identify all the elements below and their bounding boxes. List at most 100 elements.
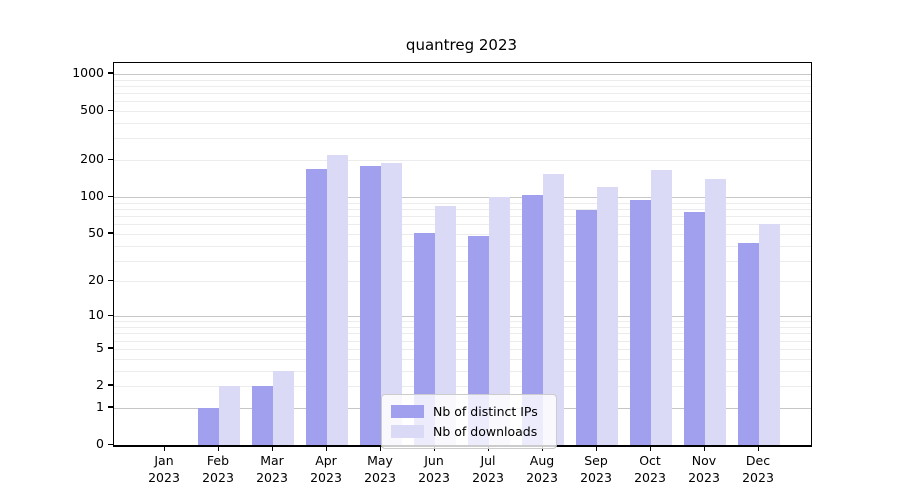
bar-mar-distinct-ips bbox=[252, 386, 273, 445]
x-tick-mark-apr bbox=[325, 446, 327, 451]
bar-oct-distinct-ips bbox=[630, 199, 651, 445]
gridline-4 bbox=[114, 358, 811, 360]
gridline-5 bbox=[114, 348, 811, 350]
bar-jun-distinct-ips bbox=[414, 232, 435, 445]
x-tick-label-oct: Oct 2023 bbox=[634, 453, 666, 485]
y-tick-label-200: 200 bbox=[80, 151, 104, 167]
bar-nov-downloads bbox=[705, 179, 726, 445]
y-tick-mark-0 bbox=[108, 443, 113, 445]
x-tick-mark-dec bbox=[757, 446, 759, 451]
bar-jun-downloads bbox=[435, 206, 456, 445]
y-tick-label-10: 10 bbox=[88, 307, 104, 323]
bar-apr-downloads bbox=[327, 155, 348, 445]
x-tick-label-mar: Mar 2023 bbox=[256, 453, 288, 485]
y-tick-label-0: 0 bbox=[96, 436, 104, 451]
x-tick-label-dec: Dec 2023 bbox=[742, 453, 774, 485]
x-tick-mark-sep bbox=[595, 446, 597, 451]
bar-may-downloads bbox=[381, 162, 402, 445]
legend-swatch-downloads-icon bbox=[391, 424, 424, 438]
gridline-50 bbox=[114, 233, 811, 235]
gridline-200 bbox=[114, 160, 811, 162]
x-tick-mark-feb bbox=[217, 446, 219, 451]
y-tick-mark-5 bbox=[108, 347, 113, 349]
bar-sep-downloads bbox=[597, 187, 618, 445]
y-tick-mark-1000 bbox=[108, 72, 113, 74]
x-tick-label-aug: Aug 2023 bbox=[526, 453, 558, 485]
y-tick-label-500: 500 bbox=[80, 102, 104, 118]
legend-swatch-distinct-ips-icon bbox=[391, 404, 424, 418]
bar-jul-distinct-ips bbox=[468, 235, 489, 445]
y-tick-label-2: 2 bbox=[96, 376, 104, 392]
x-tick-label-jul: Jul 2023 bbox=[472, 453, 504, 485]
x-tick-label-apr: Apr 2023 bbox=[310, 453, 342, 485]
gridline-6 bbox=[114, 340, 811, 342]
bar-feb-downloads bbox=[219, 386, 240, 445]
gridline-8 bbox=[114, 327, 811, 328]
y-tick-mark-10 bbox=[108, 314, 113, 317]
legend-entry-distinct-ips: Nb of distinct IPs bbox=[391, 401, 547, 421]
y-tick-mark-200 bbox=[108, 158, 113, 161]
gridline-700 bbox=[114, 93, 811, 94]
x-tick-label-jan: Jan 2023 bbox=[148, 453, 180, 485]
gridline-500 bbox=[114, 111, 811, 112]
gridline-9 bbox=[114, 321, 811, 323]
bar-feb-distinct-ips bbox=[198, 407, 219, 445]
gridline-30 bbox=[114, 260, 811, 262]
bar-mar-downloads bbox=[273, 370, 294, 445]
legend-label-distinct-ips: Nb of distinct IPs bbox=[433, 403, 538, 419]
x-tick-mark-may bbox=[379, 446, 381, 451]
y-tick-label-50: 50 bbox=[88, 224, 104, 240]
bar-may-distinct-ips bbox=[360, 165, 381, 445]
gridline-2 bbox=[114, 386, 811, 387]
x-tick-mark-jan bbox=[163, 446, 165, 451]
gridline-7 bbox=[114, 333, 811, 335]
bar-aug-downloads bbox=[543, 173, 564, 445]
x-tick-mark-nov bbox=[703, 446, 705, 451]
x-tick-label-nov: Nov 2023 bbox=[688, 453, 720, 485]
y-tick-mark-1 bbox=[108, 406, 113, 408]
gridline-600 bbox=[114, 101, 811, 103]
bar-jul-downloads bbox=[489, 197, 510, 445]
gridline-3 bbox=[114, 370, 811, 372]
bar-sep-distinct-ips bbox=[576, 210, 597, 445]
legend-entry-downloads: Nb of downloads bbox=[391, 421, 547, 441]
gridline-90 bbox=[114, 202, 811, 204]
y-tick-mark-2 bbox=[108, 384, 113, 386]
y-tick-mark-20 bbox=[108, 279, 113, 282]
legend: Nb of distinct IPs Nb of downloads bbox=[381, 394, 557, 449]
legend-label-downloads: Nb of downloads bbox=[433, 423, 538, 439]
y-tick-label-1000: 1000 bbox=[72, 64, 104, 80]
gridline-100 bbox=[114, 197, 811, 199]
chart-title: quantreg 2023 bbox=[405, 36, 518, 54]
bar-dec-distinct-ips bbox=[738, 242, 759, 445]
gridline-20 bbox=[114, 281, 811, 283]
bar-dec-downloads bbox=[759, 224, 780, 445]
y-tick-mark-100 bbox=[108, 195, 113, 198]
y-tick-mark-50 bbox=[108, 232, 113, 234]
gridline-60 bbox=[114, 224, 811, 226]
gridline-400 bbox=[114, 123, 811, 124]
gridline-800 bbox=[114, 85, 811, 87]
gridline-10 bbox=[114, 316, 811, 318]
bar-aug-distinct-ips bbox=[522, 194, 543, 445]
y-tick-label-1: 1 bbox=[96, 398, 104, 414]
gridline-70 bbox=[114, 216, 811, 217]
x-tick-label-feb: Feb 2023 bbox=[202, 453, 234, 485]
x-tick-mark-mar bbox=[271, 446, 273, 451]
y-tick-label-100: 100 bbox=[80, 188, 104, 204]
plot-area: Nb of distinct IPs Nb of downloads bbox=[113, 62, 812, 449]
x-tick-mark-oct bbox=[649, 446, 651, 451]
gridline-40 bbox=[114, 245, 811, 247]
y-tick-mark-500 bbox=[108, 109, 113, 112]
bar-oct-downloads bbox=[651, 170, 672, 445]
gridline-900 bbox=[114, 79, 811, 81]
gridline-80 bbox=[114, 208, 811, 210]
bar-nov-distinct-ips bbox=[684, 212, 705, 445]
y-tick-label-5: 5 bbox=[96, 339, 104, 355]
x-tick-label-may: May 2023 bbox=[364, 453, 396, 485]
x-tick-label-jun: Jun 2023 bbox=[418, 453, 450, 485]
y-tick-label-20: 20 bbox=[88, 272, 104, 288]
gridline-1000 bbox=[114, 73, 811, 75]
x-tick-label-sep: Sep 2023 bbox=[580, 453, 612, 485]
